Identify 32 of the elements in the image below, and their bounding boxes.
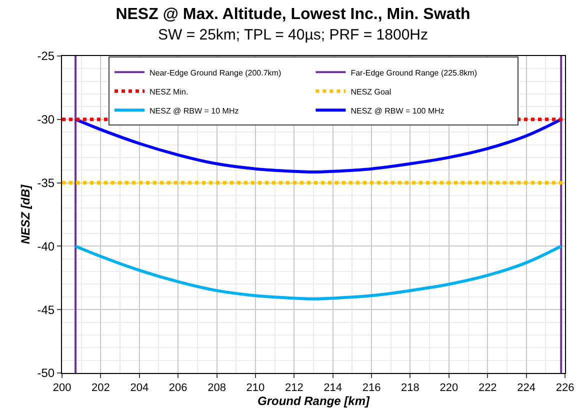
x-tick-label: 224 xyxy=(517,382,536,394)
chart-subtitle: SW = 25km; TPL = 40µs; PRF = 1800Hz xyxy=(158,26,428,44)
x-tick-label: 220 xyxy=(440,382,458,394)
legend-label: NESZ @ RBW = 100 MHz xyxy=(350,106,444,116)
legend-label: NESZ @ RBW = 10 MHz xyxy=(150,106,239,116)
x-tick-label: 208 xyxy=(208,382,226,394)
x-tick-label: 218 xyxy=(401,382,420,394)
x-tick-label: 222 xyxy=(478,382,497,394)
x-tick-label: 210 xyxy=(246,382,265,394)
y-tick-label: -40 xyxy=(37,239,55,254)
x-tick-label: 204 xyxy=(130,382,149,394)
x-tick-label: 202 xyxy=(92,382,110,394)
legend-label: NESZ Min. xyxy=(150,87,188,96)
y-tick-label: -35 xyxy=(37,176,55,190)
line-series xyxy=(74,118,563,174)
x-tick-label: 212 xyxy=(284,382,304,394)
x-tick-label: 226 xyxy=(556,382,574,394)
y-tick-label: -45 xyxy=(37,302,55,317)
legend-label: Near-Edge Ground Range (200.7km) xyxy=(150,68,282,78)
chart-title: NESZ @ Max. Altitude, Lowest Inc., Min. Swath xyxy=(116,6,470,23)
y-tick-label: -30 xyxy=(37,112,55,127)
y-tick-label: -25 xyxy=(37,49,55,64)
y-tick-label: -50 xyxy=(37,366,55,380)
x-tick-label: 200 xyxy=(52,382,72,394)
legend-label: Far-Edge Ground Range (225.8km) xyxy=(350,68,478,78)
x-tick-label: 206 xyxy=(168,382,188,394)
y-axis-title: NESZ [dB] xyxy=(18,184,33,244)
x-tick-label: 216 xyxy=(362,382,381,394)
x-axis-title: Ground Range [km] xyxy=(257,394,370,408)
x-tick-label: 214 xyxy=(324,382,342,394)
legend-label: NESZ Goal xyxy=(350,87,392,96)
line-series xyxy=(74,244,563,300)
